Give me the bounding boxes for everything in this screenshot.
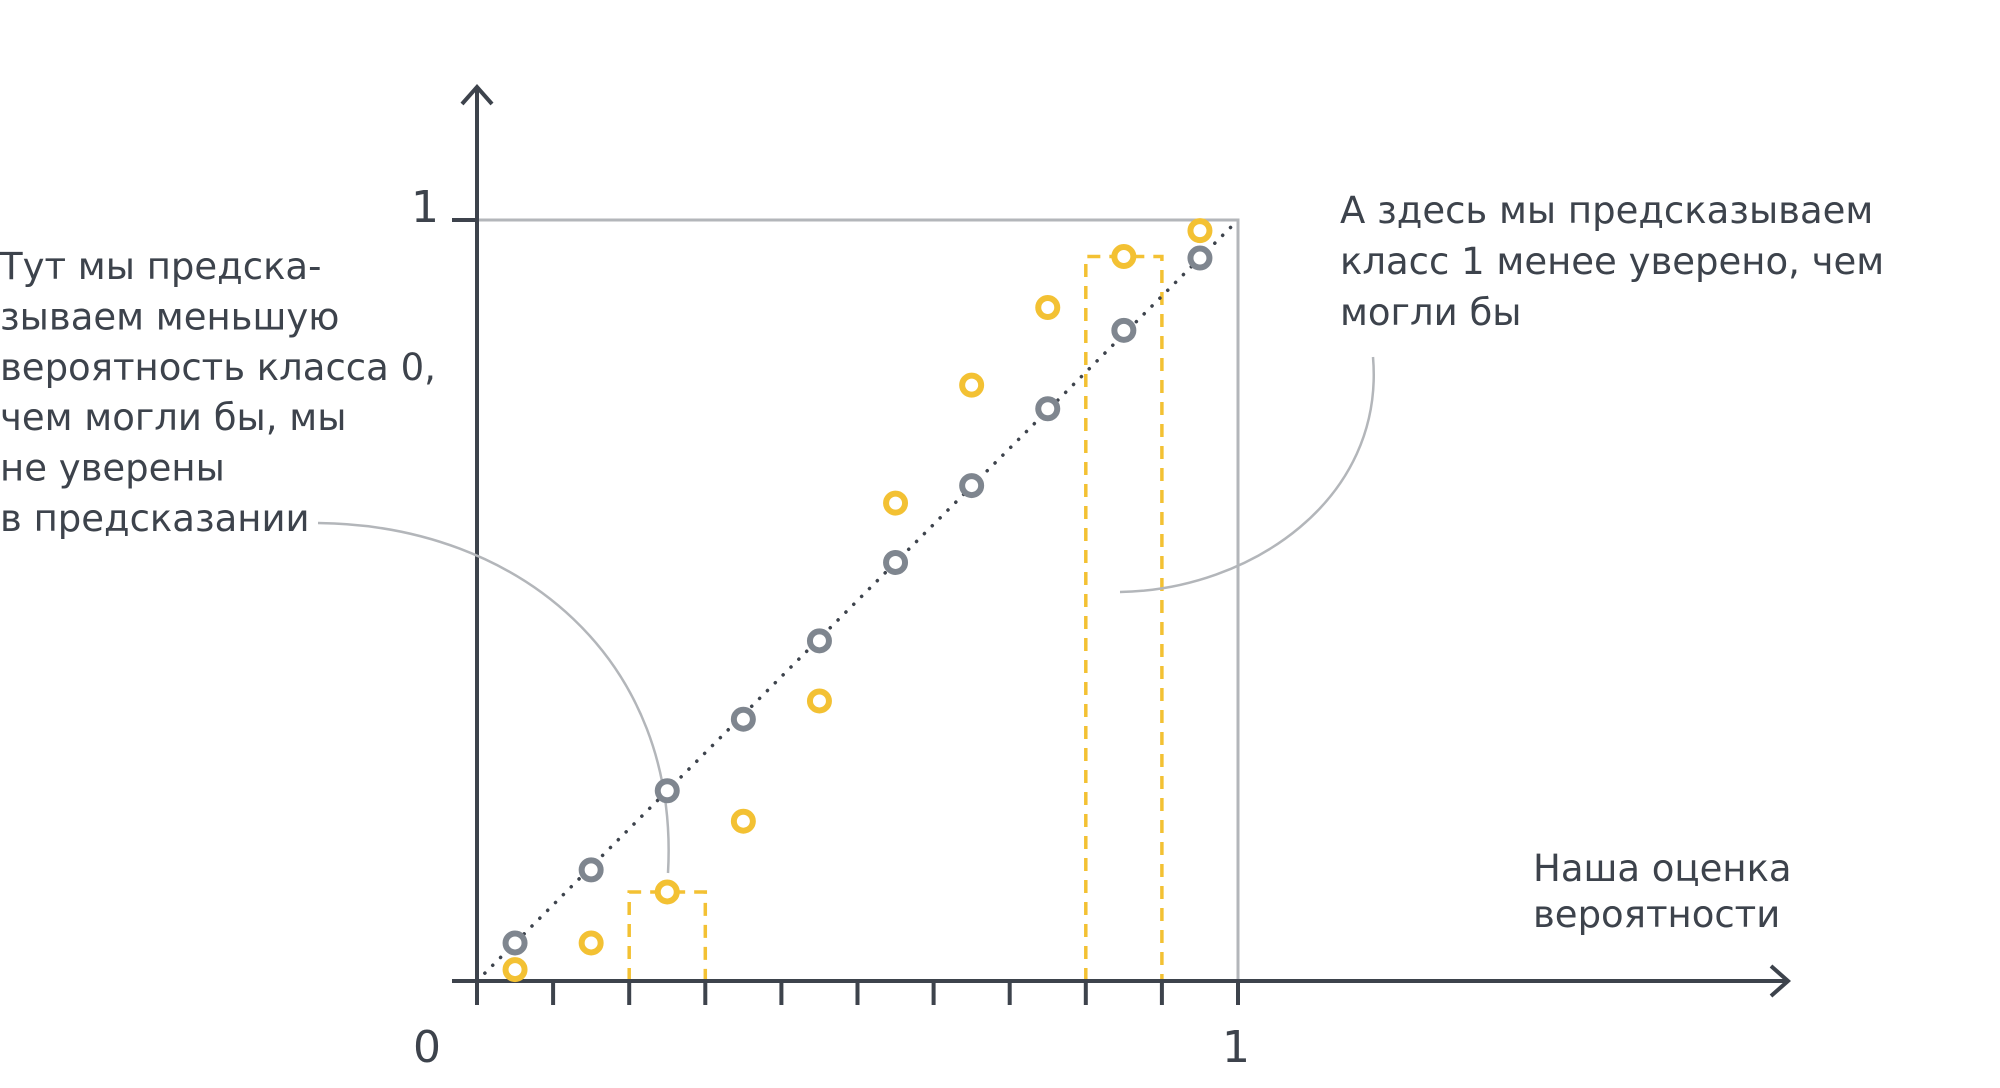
dashed-bin-1 bbox=[1084, 254, 1164, 981]
calibrated-point bbox=[1187, 245, 1213, 271]
predicted-point bbox=[1187, 218, 1213, 244]
annotation-right-line: класс 1 менее уверено, чем bbox=[1340, 240, 1884, 283]
calibrated-point bbox=[730, 706, 756, 732]
annotation-left-line: в предсказании bbox=[0, 497, 310, 540]
predicted-point bbox=[654, 879, 680, 905]
x-axis-label-line: вероятности bbox=[1533, 893, 1780, 936]
predicted-point bbox=[1035, 295, 1061, 321]
annotation-right-line: могли бы bbox=[1340, 291, 1521, 334]
x-tick-label-0: 0 bbox=[413, 1022, 441, 1073]
annotation-left-line: Тут мы предска- bbox=[0, 245, 321, 288]
predicted-point bbox=[806, 688, 832, 714]
x-axis-label-line: Наша оценка bbox=[1533, 847, 1792, 890]
calibrated-point bbox=[578, 857, 604, 883]
x-axis-arrow bbox=[1769, 964, 1792, 998]
calibrated-point bbox=[654, 778, 680, 804]
predicted-point bbox=[883, 490, 909, 516]
unit-frame bbox=[477, 218, 1240, 981]
y-tick-label-1: 1 bbox=[411, 182, 439, 233]
calibrated-point bbox=[1035, 396, 1061, 422]
calibrated-point bbox=[502, 930, 528, 956]
predicted-point bbox=[730, 808, 756, 834]
calibrated-point bbox=[883, 549, 909, 575]
calibrated-point bbox=[959, 473, 985, 499]
annotation-leader-left bbox=[317, 521, 670, 874]
annotation-left-line: чем могли бы, мы bbox=[0, 396, 346, 439]
calibrated-point bbox=[806, 628, 832, 654]
annotation-left-line: зываем меньшую bbox=[0, 295, 339, 338]
calibrated-point bbox=[1111, 317, 1137, 343]
predicted-point bbox=[1111, 244, 1137, 270]
predicted-point bbox=[959, 372, 985, 398]
annotation-right-line: А здесь мы предсказываем bbox=[1340, 189, 1873, 232]
predicted-point bbox=[578, 930, 604, 956]
annotation-left-line: вероятность класса 0, bbox=[0, 346, 436, 389]
annotation-left-line: не уверены bbox=[0, 447, 225, 490]
dashed-bin-0 bbox=[627, 890, 708, 981]
x-tick-label-1: 1 bbox=[1222, 1022, 1250, 1073]
y-axis-arrow bbox=[460, 83, 494, 106]
predicted-point bbox=[502, 957, 528, 983]
annotation-leader-right bbox=[1119, 356, 1375, 594]
diagonal-dotted-line bbox=[475, 218, 1240, 983]
